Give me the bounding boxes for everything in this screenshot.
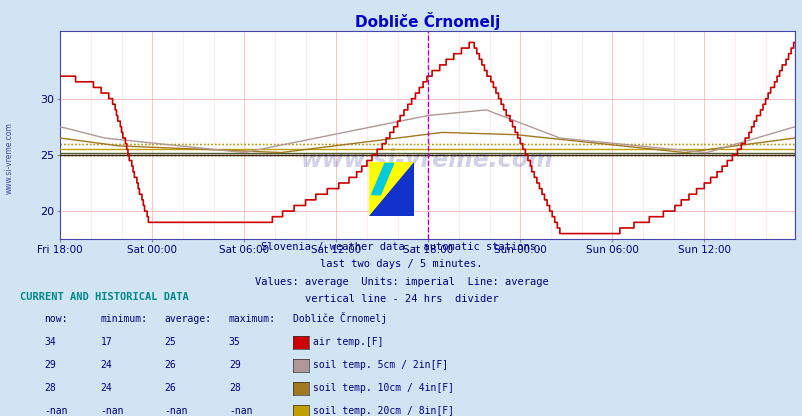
Text: 34: 34: [44, 337, 56, 347]
Text: maximum:: maximum:: [229, 314, 276, 324]
Text: 28: 28: [44, 383, 56, 393]
Text: 17: 17: [100, 337, 112, 347]
Text: 35: 35: [229, 337, 241, 347]
Text: 26: 26: [164, 383, 176, 393]
Text: -nan: -nan: [44, 406, 67, 416]
Text: -nan: -nan: [164, 406, 188, 416]
Text: minimum:: minimum:: [100, 314, 148, 324]
Text: www.si-vreme.com: www.si-vreme.com: [301, 148, 553, 172]
Text: 24: 24: [100, 383, 112, 393]
Text: soil temp. 20cm / 8in[F]: soil temp. 20cm / 8in[F]: [313, 406, 454, 416]
Text: 26: 26: [164, 360, 176, 370]
Text: -nan: -nan: [229, 406, 252, 416]
Polygon shape: [369, 162, 413, 216]
Text: soil temp. 5cm / 2in[F]: soil temp. 5cm / 2in[F]: [313, 360, 448, 370]
Title: Dobliče Črnomelj: Dobliče Črnomelj: [354, 12, 500, 30]
Text: 25: 25: [164, 337, 176, 347]
Text: average:: average:: [164, 314, 212, 324]
Text: 29: 29: [44, 360, 56, 370]
Text: air temp.[F]: air temp.[F]: [313, 337, 383, 347]
Text: Slovenia / weather data - automatic stations.: Slovenia / weather data - automatic stat…: [261, 242, 541, 252]
Text: 28: 28: [229, 383, 241, 393]
Polygon shape: [371, 163, 393, 195]
Text: last two days / 5 minutes.: last two days / 5 minutes.: [320, 259, 482, 269]
Text: Dobliče Črnomelj: Dobliče Črnomelj: [293, 312, 387, 324]
Polygon shape: [369, 162, 413, 216]
Text: 24: 24: [100, 360, 112, 370]
Text: -nan: -nan: [100, 406, 124, 416]
Text: Values: average  Units: imperial  Line: average: Values: average Units: imperial Line: av…: [254, 277, 548, 287]
Text: now:: now:: [44, 314, 67, 324]
Text: vertical line - 24 hrs  divider: vertical line - 24 hrs divider: [304, 294, 498, 304]
Text: CURRENT AND HISTORICAL DATA: CURRENT AND HISTORICAL DATA: [20, 292, 188, 302]
Text: www.si-vreme.com: www.si-vreme.com: [5, 122, 14, 194]
Text: 29: 29: [229, 360, 241, 370]
Text: soil temp. 10cm / 4in[F]: soil temp. 10cm / 4in[F]: [313, 383, 454, 393]
